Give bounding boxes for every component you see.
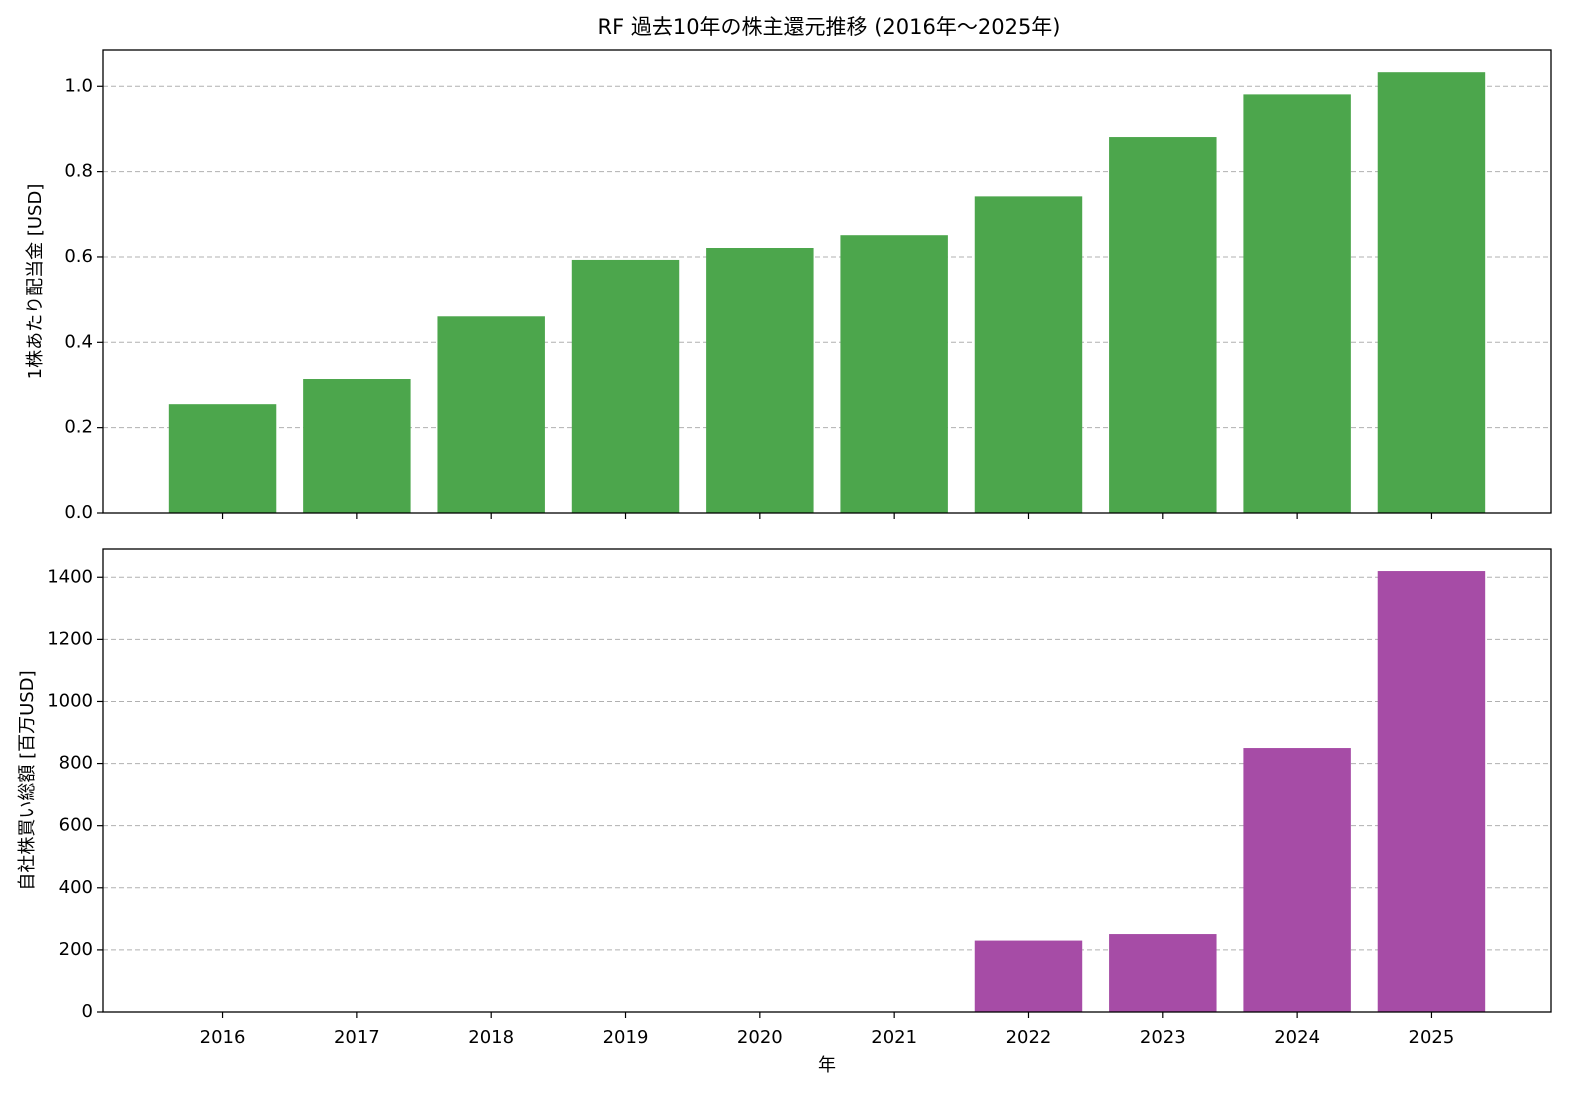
bar bbox=[840, 235, 948, 513]
y-tick-label: 0.2 bbox=[64, 417, 93, 438]
y-tick-label: 200 bbox=[59, 939, 93, 960]
x-tick-label: 2025 bbox=[1409, 1027, 1455, 1048]
y-tick-label: 600 bbox=[59, 815, 93, 836]
plot-frame bbox=[102, 49, 1552, 514]
y-axis-label: 自社株買い総額 [百万USD] bbox=[17, 670, 38, 890]
x-axis-label: 年 bbox=[818, 1055, 836, 1076]
x-tick-label: 2017 bbox=[334, 1027, 380, 1048]
x-tick-label: 2021 bbox=[871, 1027, 917, 1048]
y-tick-label: 400 bbox=[59, 877, 93, 898]
x-tick-label: 2016 bbox=[200, 1027, 246, 1048]
bar bbox=[1243, 748, 1351, 1012]
y-tick-label: 0 bbox=[82, 1001, 93, 1022]
bar bbox=[571, 259, 680, 513]
chart-title: RF 過去10年の株主還元推移 (2016年～2025年) bbox=[597, 15, 1060, 39]
bar bbox=[1109, 137, 1217, 513]
bar bbox=[1243, 94, 1351, 513]
y-tick-label: 800 bbox=[59, 753, 93, 774]
y-tick-label: 1200 bbox=[47, 628, 93, 649]
bar bbox=[1377, 571, 1486, 1012]
y-tick-label: 0.0 bbox=[64, 502, 93, 523]
x-tick-label: 2018 bbox=[468, 1027, 514, 1048]
x-tick-label: 2020 bbox=[737, 1027, 783, 1048]
y-tick-label: 1400 bbox=[47, 566, 93, 587]
y-tick-label: 1000 bbox=[47, 690, 93, 711]
plot-frame bbox=[102, 548, 1552, 1013]
y-tick-label: 0.6 bbox=[64, 246, 93, 267]
y-tick-label: 0.4 bbox=[64, 331, 93, 352]
bar bbox=[1377, 72, 1486, 513]
bar bbox=[437, 316, 545, 513]
x-tick-label: 2019 bbox=[603, 1027, 649, 1048]
bar bbox=[974, 196, 1083, 513]
bar bbox=[168, 404, 277, 513]
x-tick-label: 2023 bbox=[1140, 1027, 1186, 1048]
bar bbox=[303, 379, 411, 513]
y-tick-label: 1.0 bbox=[64, 75, 93, 96]
bar bbox=[974, 940, 1083, 1012]
bar bbox=[1109, 934, 1217, 1012]
y-axis-label: 1株あたり配当金 [USD] bbox=[25, 184, 46, 380]
bar bbox=[706, 248, 814, 514]
y-tick-label: 0.8 bbox=[64, 161, 93, 182]
x-tick-label: 2022 bbox=[1006, 1027, 1052, 1048]
x-tick-label: 2024 bbox=[1274, 1027, 1320, 1048]
